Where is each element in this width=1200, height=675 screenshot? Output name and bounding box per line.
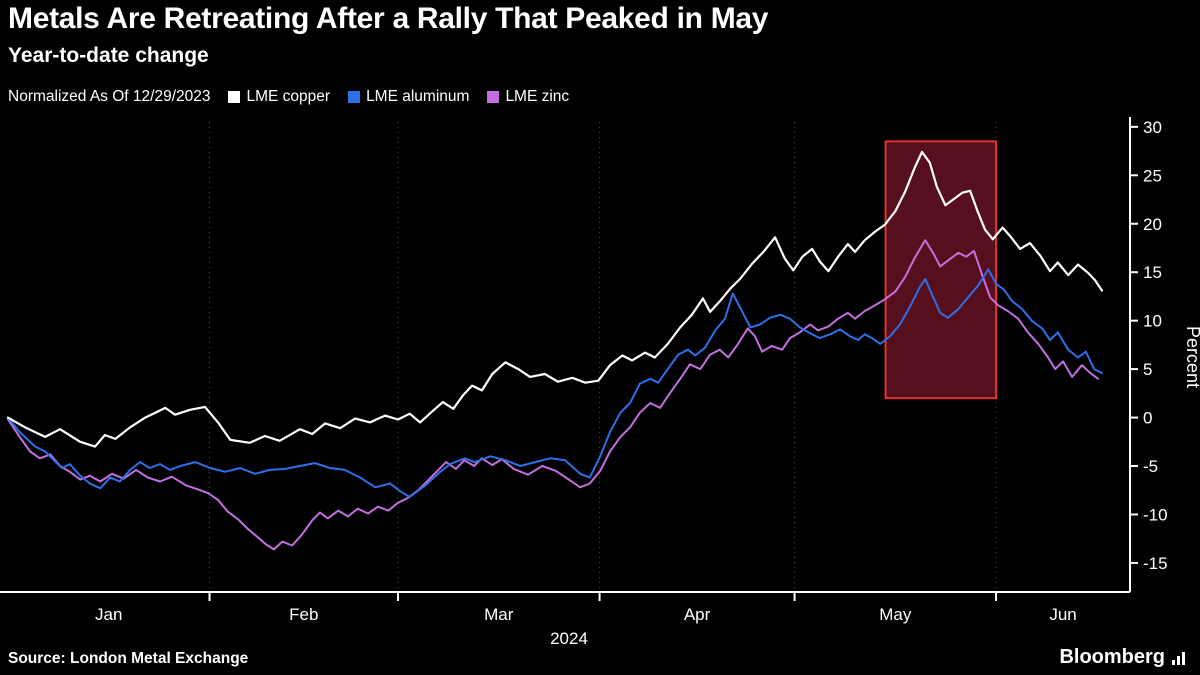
month-label: Jan [95, 605, 122, 624]
series-lme-copper [6, 150, 1104, 448]
y-axis-title: Percent [1183, 326, 1200, 388]
y-tick-label: -10 [1143, 505, 1168, 524]
legend: Normalized As Of 12/29/2023 LME copper LM… [8, 88, 569, 106]
legend-item-aluminum: LME aluminum [348, 88, 469, 106]
year-label: 2024 [550, 629, 588, 648]
y-tick-label: 10 [1143, 312, 1162, 331]
y-tick-label: 5 [1143, 360, 1152, 379]
legend-label: LME aluminum [366, 88, 470, 105]
legend-label: LME copper [246, 88, 331, 105]
legend-swatch [487, 91, 500, 103]
series-lme-zinc [7, 239, 1100, 551]
y-tick-label: 30 [1143, 118, 1162, 137]
bloomberg-wordmark: Bloomberg [1059, 646, 1165, 668]
y-tick-label: 0 [1143, 409, 1152, 428]
legend-swatch [348, 91, 361, 103]
y-tick-label: -15 [1143, 554, 1168, 573]
legend-swatch [228, 91, 241, 103]
line-chart: Jan Feb Mar Apr May Jun 2024 30 25 20 15 10 5 0 -5 -10 -… [0, 117, 1200, 648]
series-lme-aluminum [7, 268, 1103, 498]
chart-title: Metals Are Retreating After a Rally That… [8, 2, 769, 35]
y-tick-label: 15 [1143, 263, 1162, 282]
month-label: Feb [289, 605, 318, 624]
bloomberg-bars-icon [1172, 651, 1185, 665]
legend-items: LME copper LME aluminum LME zinc [228, 88, 569, 106]
bloomberg-logo: Bloomberg [1059, 646, 1188, 669]
month-label: May [879, 605, 912, 624]
legend-item-zinc: LME zinc [487, 88, 569, 106]
y-tick-label: -5 [1143, 457, 1158, 476]
legend-note: Normalized As Of 12/29/2023 [8, 88, 211, 105]
legend-item-copper: LME copper [228, 88, 330, 106]
source-text: Source: London Metal Exchange [8, 650, 249, 667]
month-label: Apr [684, 605, 711, 624]
month-label: Mar [484, 605, 514, 624]
may-rally-highlight [884, 140, 998, 400]
month-label: Jun [1049, 605, 1076, 624]
y-tick-label: 25 [1143, 166, 1162, 185]
legend-label: LME zinc [505, 88, 570, 105]
chart-subtitle: Year-to-date change [8, 44, 209, 67]
y-tick-label: 20 [1143, 215, 1162, 234]
